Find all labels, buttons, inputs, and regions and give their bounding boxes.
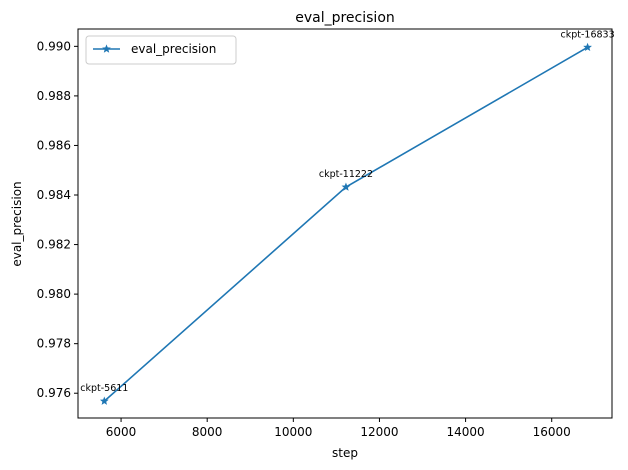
data-point xyxy=(99,396,109,405)
y-tick-label: 0.978 xyxy=(37,337,71,351)
y-tick-label: 0.986 xyxy=(37,138,71,152)
y-tick-label: 0.984 xyxy=(37,188,71,202)
x-axis-label: step xyxy=(332,446,358,460)
point-annotation: ckpt-16833 xyxy=(561,29,615,40)
plot-area xyxy=(77,28,613,419)
series-layer: ckpt-5611 ckpt-11222 ckpt-16833 xyxy=(80,29,615,405)
data-point xyxy=(583,42,592,52)
y-axis: 0.976 0.978 0.980 0.982 0.984 0.986 0.988 0.990 xyxy=(37,39,78,400)
chart-title: eval_precision xyxy=(295,10,395,26)
x-tick-label: 8000 xyxy=(192,425,223,439)
legend: eval_precision xyxy=(85,35,237,65)
legend-marker xyxy=(102,44,111,53)
data-point xyxy=(341,182,351,191)
x-axis: 6000 8000 10000 12000 14000 16000 xyxy=(106,418,571,439)
y-tick-label: 0.988 xyxy=(37,89,71,103)
y-tick-label: 0.980 xyxy=(37,287,71,301)
y-tick-label: 0.990 xyxy=(37,39,71,53)
legend-label: eval_precision xyxy=(131,42,216,56)
x-tick-label: 16000 xyxy=(533,425,571,439)
y-tick-label: 0.976 xyxy=(37,386,71,400)
point-annotation: ckpt-11222 xyxy=(319,169,373,180)
x-tick-label: 12000 xyxy=(360,425,398,439)
legend-box xyxy=(85,35,237,65)
x-tick-label: 6000 xyxy=(106,425,137,439)
y-tick-label: 0.982 xyxy=(37,238,71,252)
y-axis-label: eval_precision xyxy=(10,181,24,266)
x-tick-label: 10000 xyxy=(274,425,312,439)
x-tick-label: 14000 xyxy=(446,425,484,439)
point-annotation: ckpt-5611 xyxy=(80,383,128,394)
